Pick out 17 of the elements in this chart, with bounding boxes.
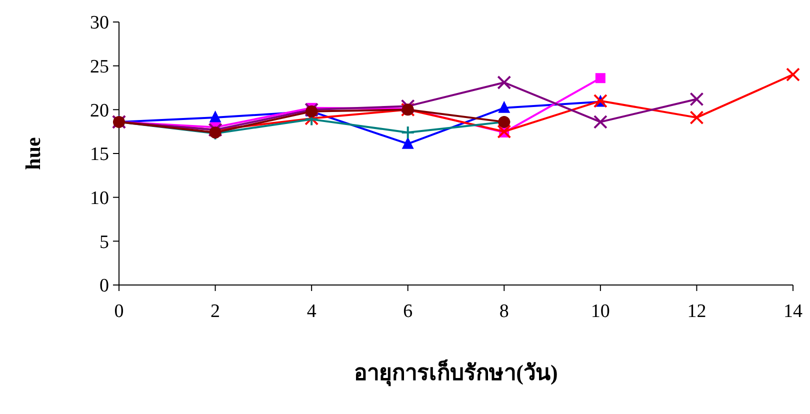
x-tick-label: 6 <box>403 301 413 322</box>
x-tick-label: 14 <box>784 301 803 322</box>
y-tick-label: 15 <box>90 144 109 166</box>
y-tick-label: 5 <box>100 232 109 253</box>
y-tick-label: 30 <box>90 12 109 34</box>
y-tick-label: 0 <box>100 276 109 297</box>
y-tick-label: 25 <box>90 56 109 78</box>
y-tick-label: 10 <box>90 188 109 209</box>
x-tick-label: 12 <box>687 301 706 322</box>
x-tick-label: 2 <box>210 301 220 322</box>
x-tick-label: 0 <box>114 301 124 322</box>
y-axis-title: hue <box>21 137 45 170</box>
x-tick-label: 10 <box>590 301 610 322</box>
x-axis-title: อายุการเก็บรักษา(วัน) <box>354 358 558 387</box>
x-tick-label: 4 <box>306 301 317 322</box>
x-tick-label: 8 <box>499 301 509 322</box>
y-tick-label: 20 <box>90 100 109 122</box>
